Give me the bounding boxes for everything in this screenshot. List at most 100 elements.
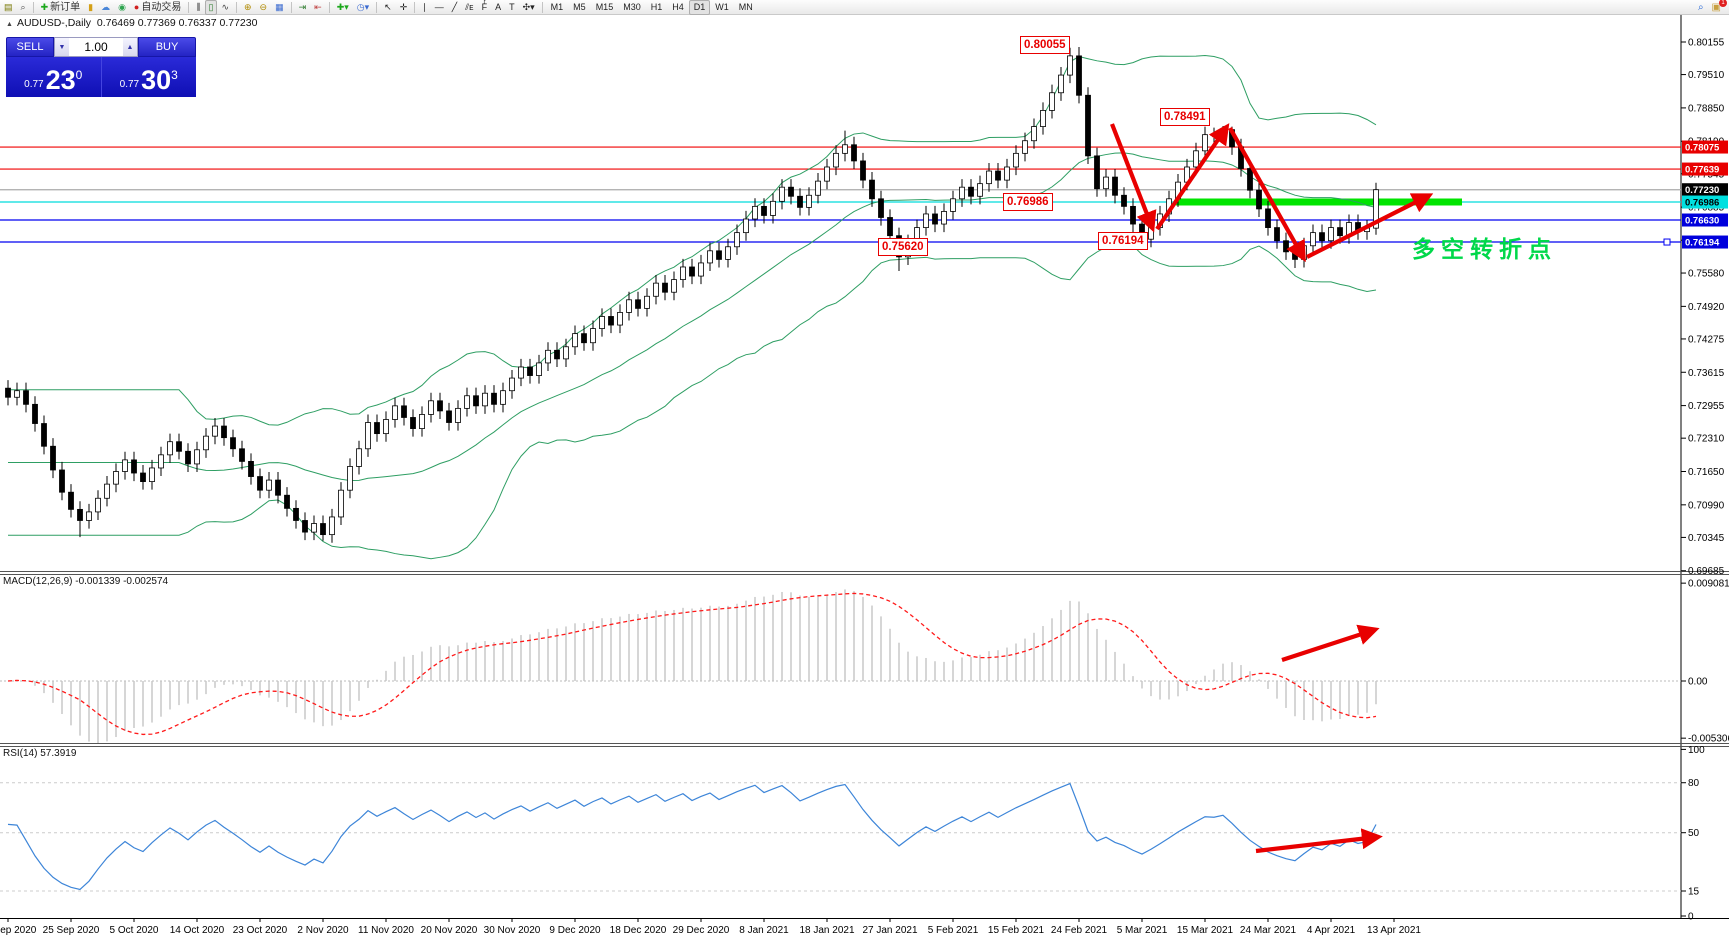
hline-icon: ― [434, 1, 444, 12]
trendline-icon: ╱ [451, 1, 458, 12]
sell-price-main: 23 [45, 65, 76, 95]
text-button[interactable]: A [491, 0, 505, 15]
indicators-button[interactable]: ✚▾ [333, 0, 353, 15]
price-annotation-0.80055[interactable]: 0.80055 [1020, 36, 1070, 54]
search-button[interactable]: ⌕ [1697, 1, 1704, 13]
terminal-button[interactable]: ▮ [84, 0, 97, 15]
volume-increase-button[interactable]: ▲ [123, 38, 137, 56]
trend-arrow-3[interactable] [1228, 126, 1306, 263]
tf-h4[interactable]: H4 [672, 1, 684, 12]
sell-price-pip: 0 [75, 68, 83, 82]
vline-icon: ∣ [422, 1, 427, 12]
signals-button[interactable]: ◉ [114, 0, 130, 15]
cursor-button[interactable]: ↖ [380, 0, 396, 15]
tf-d1[interactable]: D1 [688, 0, 711, 15]
svg-text:100: 100 [1688, 745, 1705, 756]
autotrading-button[interactable]: ● 自动交易 [133, 1, 182, 13]
sep3 [236, 1, 237, 13]
new-order-button[interactable]: ✚ 新订单 [40, 1, 81, 13]
tf-m15[interactable]: M15 [595, 1, 614, 12]
price-tick: 0.72310 [1688, 434, 1725, 445]
volume-input[interactable]: 1.00 [84, 40, 108, 54]
collapse-icon[interactable]: ▲ [6, 21, 13, 28]
date-tick: 5 Oct 2020 [110, 925, 159, 936]
tf-m1[interactable]: M1 [550, 1, 564, 12]
trend-arrow-2[interactable] [1155, 123, 1230, 231]
chart-bars-button[interactable]: ⫼ [192, 0, 204, 15]
sell-price-button[interactable]: 0.77 23 0 [6, 57, 102, 97]
chart-candles-button[interactable]: ▯ [204, 0, 218, 15]
tf-h1[interactable]: H1 [650, 1, 663, 12]
date-tick: 5 Feb 2021 [928, 925, 979, 936]
cursor-icon: ↖ [384, 1, 392, 12]
green-support-bar[interactable] [1176, 198, 1462, 206]
price-tick: 0.80155 [1688, 38, 1725, 49]
svg-text:15: 15 [1688, 887, 1700, 898]
chart-line-button[interactable]: ∿ [217, 0, 233, 15]
date-tick: 11 Nov 2020 [358, 925, 414, 936]
trend-arrow-1[interactable] [1110, 123, 1157, 233]
price-tick: 0.78850 [1688, 103, 1725, 114]
svg-text:0.77639: 0.77639 [1685, 165, 1719, 176]
price-annotation-0.76194[interactable]: 0.76194 [1098, 232, 1148, 250]
indicators-icon: ✚▾ [336, 1, 349, 12]
text-label-button[interactable]: T [505, 0, 519, 15]
chart-shift-button[interactable]: ⇤ [310, 0, 326, 15]
tile-windows-button[interactable]: ▦ [271, 0, 288, 15]
zoom-in-icon: ⊕ [244, 1, 252, 12]
date-tick: 18 Dec 2020 [610, 925, 667, 936]
price-annotation-0.78491[interactable]: 0.78491 [1160, 108, 1210, 126]
date-tick: 18 Jan 2021 [799, 925, 854, 936]
periods-button[interactable]: ◷▾ [353, 0, 373, 15]
buy-price-pip: 3 [171, 68, 178, 82]
trend-arrow-4[interactable] [1306, 193, 1434, 259]
auto-scroll-button[interactable]: ⇥ [295, 0, 311, 15]
macd-histogram [7, 589, 1377, 743]
price-tick: 0.74275 [1688, 334, 1725, 345]
zoom-in-button[interactable]: ⊕ [240, 0, 256, 15]
trendline-button[interactable]: ╱ [448, 0, 461, 15]
zoom-out-button[interactable]: ⊖ [256, 0, 272, 15]
crosshair-button[interactable]: ✛ [396, 0, 412, 15]
mql5-cloud-button[interactable]: ☁ [97, 0, 114, 15]
tf-w1[interactable]: W1 [715, 1, 729, 12]
date-tick: 27 Jan 2021 [862, 925, 917, 936]
price-annotation-0.76986[interactable]: 0.76986 [1003, 193, 1053, 211]
channel-button[interactable]: ⫽ᴇ [461, 0, 477, 15]
date-tick: 29 Dec 2020 [673, 925, 730, 936]
price-annotation-0.75620[interactable]: 0.75620 [878, 238, 928, 256]
trend-arrow-6[interactable] [1255, 828, 1383, 854]
tf-m30[interactable]: M30 [623, 1, 641, 12]
tf-m5[interactable]: M5 [573, 1, 586, 12]
date-tick: 9 Dec 2020 [549, 925, 601, 936]
trend-arrow-5[interactable] [1281, 624, 1380, 662]
auto-scroll-icon: ⇥ [298, 1, 307, 12]
price-tick: 0.70345 [1688, 533, 1725, 544]
notifications-button[interactable]: ▣ [1708, 0, 1728, 15]
volume-decrease-button[interactable]: ▼ [55, 38, 69, 56]
signals-icon: ◉ [118, 1, 126, 12]
price-tick: 0.74920 [1688, 302, 1725, 313]
date-tick: 24 Mar 2021 [1240, 925, 1297, 936]
line-handle[interactable] [1663, 238, 1671, 246]
date-tick: 24 Feb 2021 [1051, 925, 1108, 936]
sep4 [290, 1, 292, 13]
buy-price-button[interactable]: 0.77 30 3 [101, 57, 196, 97]
price-badge [1682, 140, 1728, 154]
shapes-button[interactable]: ✣▾ [519, 0, 539, 15]
hline-button[interactable]: ― [431, 0, 448, 15]
buy-button[interactable]: BUY [138, 37, 196, 57]
tf-mn[interactable]: MN [738, 1, 753, 12]
sell-button[interactable]: SELL [6, 37, 54, 57]
date-tick: 16 Sep 2020 [0, 925, 37, 936]
svg-text:0.009081: 0.009081 [1688, 579, 1729, 590]
new-chart-button[interactable]: ▤ [0, 0, 17, 15]
svg-text:50: 50 [1688, 828, 1700, 839]
vline-button[interactable]: ∣ [418, 0, 431, 15]
text-label-icon: T [509, 1, 515, 12]
fibonacci-button[interactable]: Fͬ [478, 0, 492, 15]
profiles-button[interactable]: ⌕ [17, 0, 30, 15]
date-tick: 13 Apr 2021 [1367, 925, 1421, 936]
sep8 [541, 1, 543, 13]
